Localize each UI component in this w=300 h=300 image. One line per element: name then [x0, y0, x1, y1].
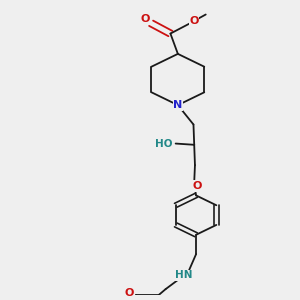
Text: N: N	[173, 100, 182, 110]
Text: O: O	[140, 14, 150, 24]
Text: O: O	[189, 16, 199, 26]
Text: HO: HO	[155, 139, 172, 148]
Text: HN: HN	[176, 270, 193, 280]
Text: O: O	[192, 181, 202, 191]
Text: O: O	[125, 288, 134, 298]
